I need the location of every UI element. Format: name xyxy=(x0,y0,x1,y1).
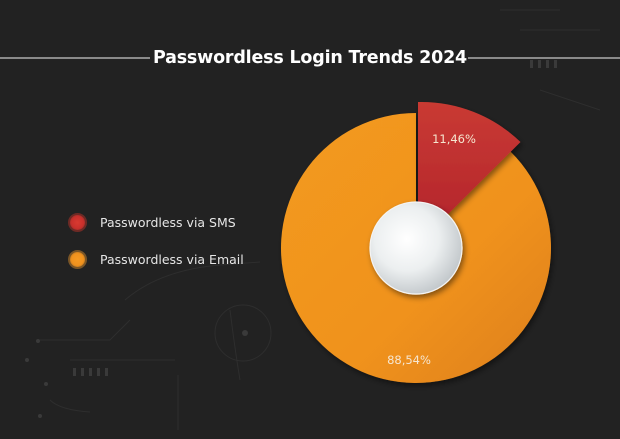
legend-label-sms: Passwordless via SMS xyxy=(100,214,236,230)
title-row: Passwordless Login Trends 2024 xyxy=(0,44,620,72)
title-divider-right xyxy=(468,57,620,59)
pie-slice-sms[interactable] xyxy=(418,101,521,245)
legend-item-sms[interactable]: Passwordless via SMS xyxy=(68,212,244,232)
slice-label-email: 88,54% xyxy=(387,353,431,367)
legend-swatch-email-icon xyxy=(68,249,87,269)
title-divider-left xyxy=(0,57,150,59)
legend-swatch-sms-icon xyxy=(68,212,87,232)
donut-hole xyxy=(369,201,463,295)
legend-label-email: Passwordless via Email xyxy=(100,251,244,267)
chart-legend: Passwordless via SMS Passwordless via Em… xyxy=(68,212,244,286)
slice-label-sms: 11,46% xyxy=(432,132,476,146)
legend-item-email[interactable]: Passwordless via Email xyxy=(68,249,244,269)
chart-title: Passwordless Login Trends 2024 xyxy=(152,48,468,68)
